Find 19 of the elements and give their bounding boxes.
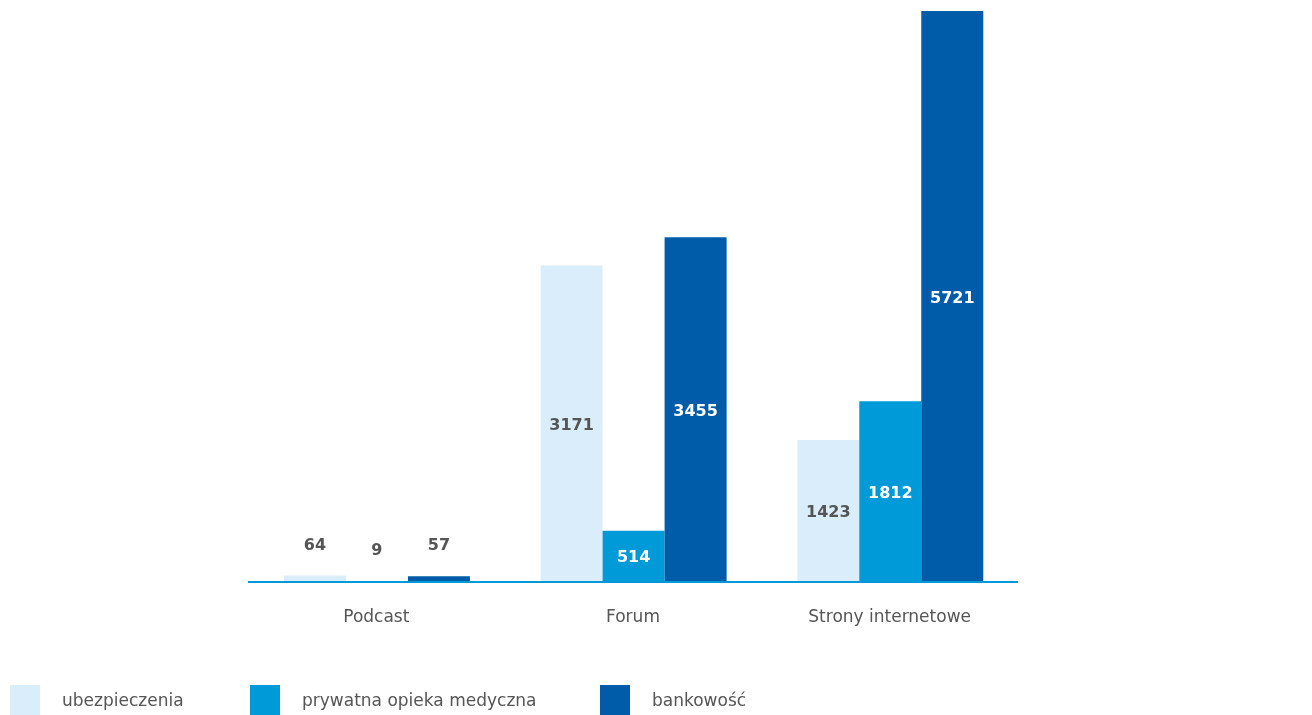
data-label: 3455 — [673, 400, 718, 420]
bar — [797, 439, 860, 582]
bar — [664, 237, 727, 582]
x-tick-label: Forum — [606, 606, 660, 627]
data-label: 1812 — [868, 482, 913, 502]
data-label: 64 — [303, 534, 327, 554]
bar — [921, 11, 984, 582]
data-label: 1423 — [806, 501, 851, 521]
data-label: 57 — [427, 535, 451, 555]
legend-label: ubezpieczenia — [62, 690, 184, 710]
x-tick-label: Strony internetowe — [808, 606, 972, 627]
data-label: 5721 — [930, 287, 975, 307]
x-tick-label: Podcast — [343, 606, 410, 627]
data-label: 9 — [371, 540, 383, 560]
bar — [540, 265, 603, 582]
data-label: 514 — [616, 547, 651, 567]
legend-label: prywatna opieka medyczna — [302, 690, 537, 710]
data-label: 3171 — [549, 414, 594, 434]
legend-label: bankowość — [652, 690, 747, 710]
